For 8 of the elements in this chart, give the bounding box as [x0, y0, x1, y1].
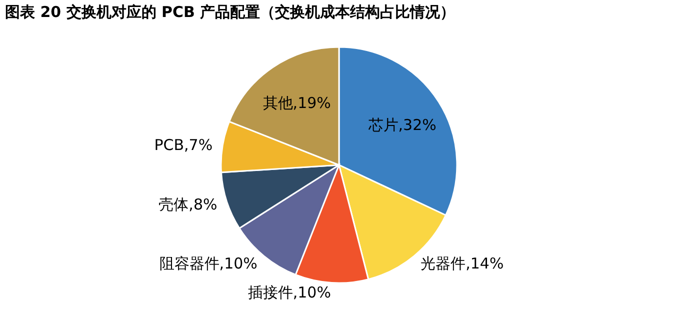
- slice-label: 其他,19%: [262, 94, 331, 112]
- slice-label: 光器件,14%: [420, 254, 504, 273]
- slice-label: 芯片,32%: [367, 116, 436, 134]
- slice-label: PCB,7%: [154, 136, 213, 154]
- chart-title: 图表 20 交换机对应的 PCB 产品配置（交换机成本结构占比情况）: [5, 3, 456, 21]
- slice-label: 插接件,10%: [248, 284, 331, 302]
- slice-label: 壳体,8%: [158, 196, 218, 214]
- slice-label: 阻容器件,10%: [159, 254, 258, 273]
